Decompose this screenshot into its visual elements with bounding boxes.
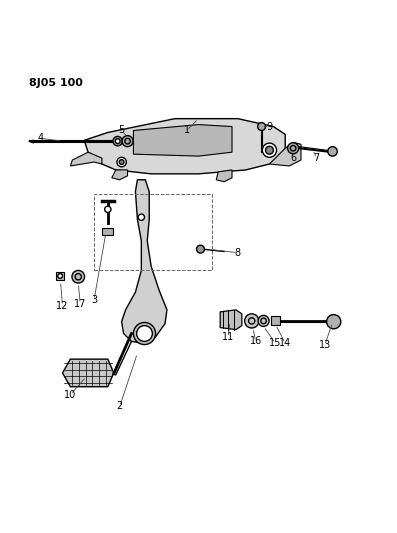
Text: 11: 11 [222,333,234,343]
Text: 16: 16 [250,336,262,346]
Circle shape [113,136,122,146]
Circle shape [137,326,152,342]
Text: 12: 12 [56,301,69,311]
Polygon shape [121,180,167,343]
Text: 7: 7 [314,153,320,163]
Text: 1: 1 [183,125,190,135]
Text: 10: 10 [64,390,77,400]
Circle shape [258,123,266,131]
Circle shape [245,314,259,328]
Circle shape [122,135,133,147]
Text: 14: 14 [279,338,291,349]
Bar [56,272,64,280]
Polygon shape [62,359,114,387]
Bar [272,316,280,325]
Text: 8J05 100: 8J05 100 [29,78,83,88]
Circle shape [105,206,111,213]
Text: 15: 15 [269,338,281,349]
Polygon shape [270,142,301,166]
Text: 8: 8 [235,248,241,257]
Text: 4: 4 [38,133,44,143]
Circle shape [72,270,85,283]
Circle shape [117,157,126,167]
Circle shape [138,214,145,220]
Text: 17: 17 [74,299,87,309]
Polygon shape [216,170,232,182]
Bar [94,193,212,270]
Circle shape [262,143,277,157]
Circle shape [133,322,156,344]
Circle shape [287,143,299,154]
Circle shape [115,139,120,143]
Circle shape [119,160,124,164]
Polygon shape [84,119,285,174]
Circle shape [327,314,341,329]
Circle shape [328,147,337,156]
Text: 3: 3 [91,295,97,305]
Text: 13: 13 [318,341,331,350]
Polygon shape [133,125,232,156]
Polygon shape [112,170,127,180]
Circle shape [266,146,274,154]
Circle shape [258,316,269,326]
Text: 5: 5 [118,125,125,135]
Polygon shape [70,152,102,166]
Circle shape [197,245,204,253]
Polygon shape [220,310,242,329]
Circle shape [58,273,62,278]
Text: 6: 6 [290,153,296,163]
Bar [102,228,113,235]
Text: 9: 9 [266,122,272,132]
Text: 2: 2 [117,401,123,411]
